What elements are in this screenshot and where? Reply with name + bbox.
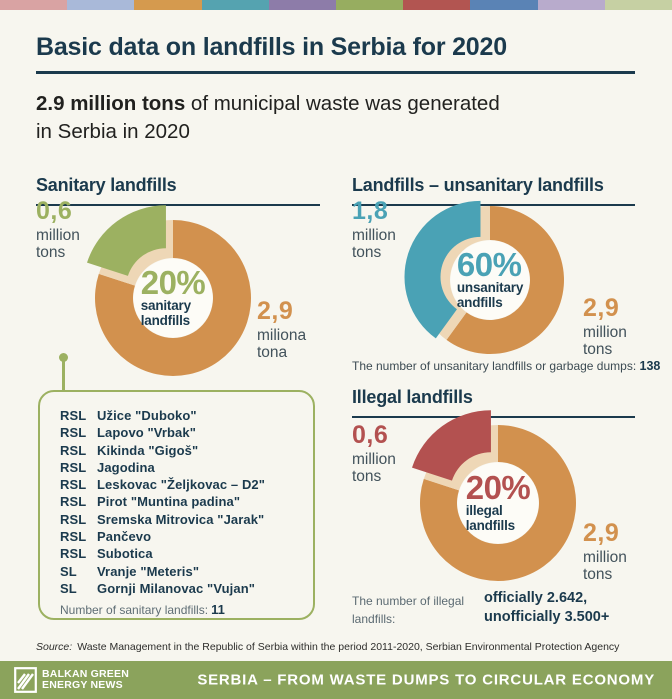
title-block: Basic data on landfills in Serbia for 20… (36, 33, 635, 74)
landfill-name: Jagodina (97, 459, 155, 475)
sanitary-landfill-list: RSL Užice "Duboko" RSL Lapovo "Vrbak" RSL Kik… (60, 407, 303, 597)
source-label: Source: (36, 641, 73, 653)
donut-exploded-slice (87, 205, 166, 276)
list-item: RSL Pančevo (60, 528, 303, 545)
strip-segment (403, 0, 471, 10)
landfill-name: Gornji Milanovac "Vujan" (97, 580, 255, 596)
donut-svg-unsanitary (404, 200, 564, 354)
strip-segment (268, 0, 337, 10)
strip-segment (604, 0, 672, 10)
strip-segment (470, 0, 538, 10)
landfill-name: Lapovo "Vrbak" (97, 425, 196, 441)
list-item: RSL Sremska Mitrovica "Jarak" (60, 511, 303, 528)
illegal-count-value: officially 2.642, unofficially 3.500+ (484, 590, 610, 625)
strip-segment (537, 0, 605, 10)
donut-base-arc (95, 220, 252, 376)
subtitle-line1: 2.9 million tons of municipal waste was … (36, 92, 500, 115)
donut-exploded-slice (404, 200, 481, 339)
donut-center-label-unsanitary: 60% unsanitary andfills (456, 246, 524, 310)
landfill-code: RSL (60, 442, 87, 458)
connector-line (61, 360, 65, 390)
source-note: Source: Waste Management in the Republic … (36, 641, 620, 653)
unsanitary-slice-value: 1,8 million tons (352, 197, 396, 261)
section-heading-sanitary: Sanitary landfills (36, 175, 320, 206)
footer-bar: BALKAN GREEN ENERGY NEWS SERBIA – FROM W… (0, 661, 672, 699)
strip-segment (134, 0, 202, 10)
unsanitary-count-note: The number of unsanitary landfills or ga… (352, 359, 661, 373)
list-item: SL Vranje "Meteris" (60, 563, 303, 580)
strip-segment (0, 0, 68, 10)
landfill-name: Užice "Duboko" (97, 408, 197, 423)
connector-dot (59, 353, 68, 362)
donut-base-arc (420, 425, 576, 581)
illegal-total-value: 2,9 million tons (583, 519, 627, 583)
strip-segment (201, 0, 269, 10)
donut-exploded-slice (412, 410, 491, 481)
landfill-code: RSL (60, 511, 87, 527)
unsanitary-count-value: 138 (639, 359, 661, 373)
donut-chart-sanitary: 20% sanitary landfills (73, 198, 273, 398)
landfill-code: RSL (60, 477, 87, 493)
logo-icon (14, 667, 37, 693)
donut-inner-circle (457, 462, 539, 544)
landfill-name: Pirot "Muntina padina" (97, 494, 241, 510)
landfill-code: RSL (60, 546, 87, 562)
landfill-code: RSL (60, 459, 87, 475)
strip-segment (336, 0, 404, 10)
unsanitary-total-value: 2,9 million tons (583, 294, 627, 358)
landfill-name: Subotica (97, 546, 153, 562)
landfill-name: Leskovac "Željkovac – D2" (97, 477, 266, 493)
donut-center-label-sanitary: 20% sanitary landfills (140, 264, 206, 328)
landfill-code: SL (60, 580, 77, 596)
list-item: RSL Subotica (60, 545, 303, 562)
list-item: RSL Jagodina (60, 459, 303, 476)
footer-tagline: SERBIA – FROM WASTE DUMPS TO CIRCULAR EC… (197, 671, 655, 689)
landfill-code: RSL (60, 529, 87, 545)
landfill-name: Pančevo (97, 529, 152, 545)
subtitle-line2: in Serbia in 2020 (36, 119, 190, 143)
sanitary-landfill-count: Number of sanitary landfills: 11 (60, 602, 225, 618)
illegal-count-label: The number of illegal landfills: (352, 594, 465, 626)
landfill-code: RSL (60, 425, 87, 441)
strip-segment (67, 0, 135, 10)
landfill-code: SL (60, 563, 77, 579)
list-item: RSL Kikinda "Gigoš" (60, 442, 303, 459)
landfill-code: RSL (60, 408, 87, 423)
donut-inner-circle (450, 240, 530, 320)
landfill-name: Kikinda "Gigoš" (97, 442, 199, 458)
list-item: RSL Užice "Duboko" (60, 407, 303, 424)
subtitle: 2.9 million tons of municipal waste was … (36, 90, 636, 145)
logo-text: BALKAN GREEN ENERGY NEWS (42, 668, 129, 691)
landfill-name: Vranje "Meteris" (97, 563, 200, 579)
landfill-name: Sremska Mitrovica "Jarak" (97, 511, 265, 527)
donut-inner-circle (133, 258, 213, 338)
donut-svg-illegal (412, 410, 576, 581)
donut-svg-sanitary (87, 205, 252, 376)
illegal-slice-value: 0,6 million tons (352, 421, 396, 485)
page-title: Basic data on landfills in Serbia for 20… (36, 33, 507, 61)
donut-chart-unsanitary: 60% unsanitary andfills (390, 180, 590, 380)
landfill-code: RSL (60, 494, 87, 510)
top-color-strip (0, 0, 672, 10)
list-item: RSL Leskovac "Željkovac – D2" (60, 476, 303, 493)
sanitary-total-value: 2,9 miliona tona (257, 297, 307, 361)
list-item: RSL Pirot "Muntina padina" (60, 493, 303, 510)
list-item: SL Gornji Milanovac "Vujan" (60, 580, 303, 597)
sanitary-slice-value: 0,6 million tons (36, 197, 80, 261)
donut-base-arc (446, 206, 564, 354)
section-heading-unsanitary: Landfills – unsanitary landfills (352, 175, 635, 206)
donut-center-label-illegal: 20% illegal landfills (465, 469, 531, 533)
list-item: RSL Lapovo "Vrbak" (60, 424, 303, 441)
sanitary-landfill-list-box: RSL Užice "Duboko" RSL Lapovo "Vrbak" RSL Kik… (38, 390, 315, 620)
donut-chart-illegal: 20% illegal landfills (398, 403, 598, 603)
subtitle-highlight: 2.9 million tons (36, 92, 186, 115)
balkan-green-energy-news-logo: BALKAN GREEN ENERGY NEWS (14, 667, 129, 693)
section-heading-illegal: Illegal landfills (352, 387, 635, 418)
